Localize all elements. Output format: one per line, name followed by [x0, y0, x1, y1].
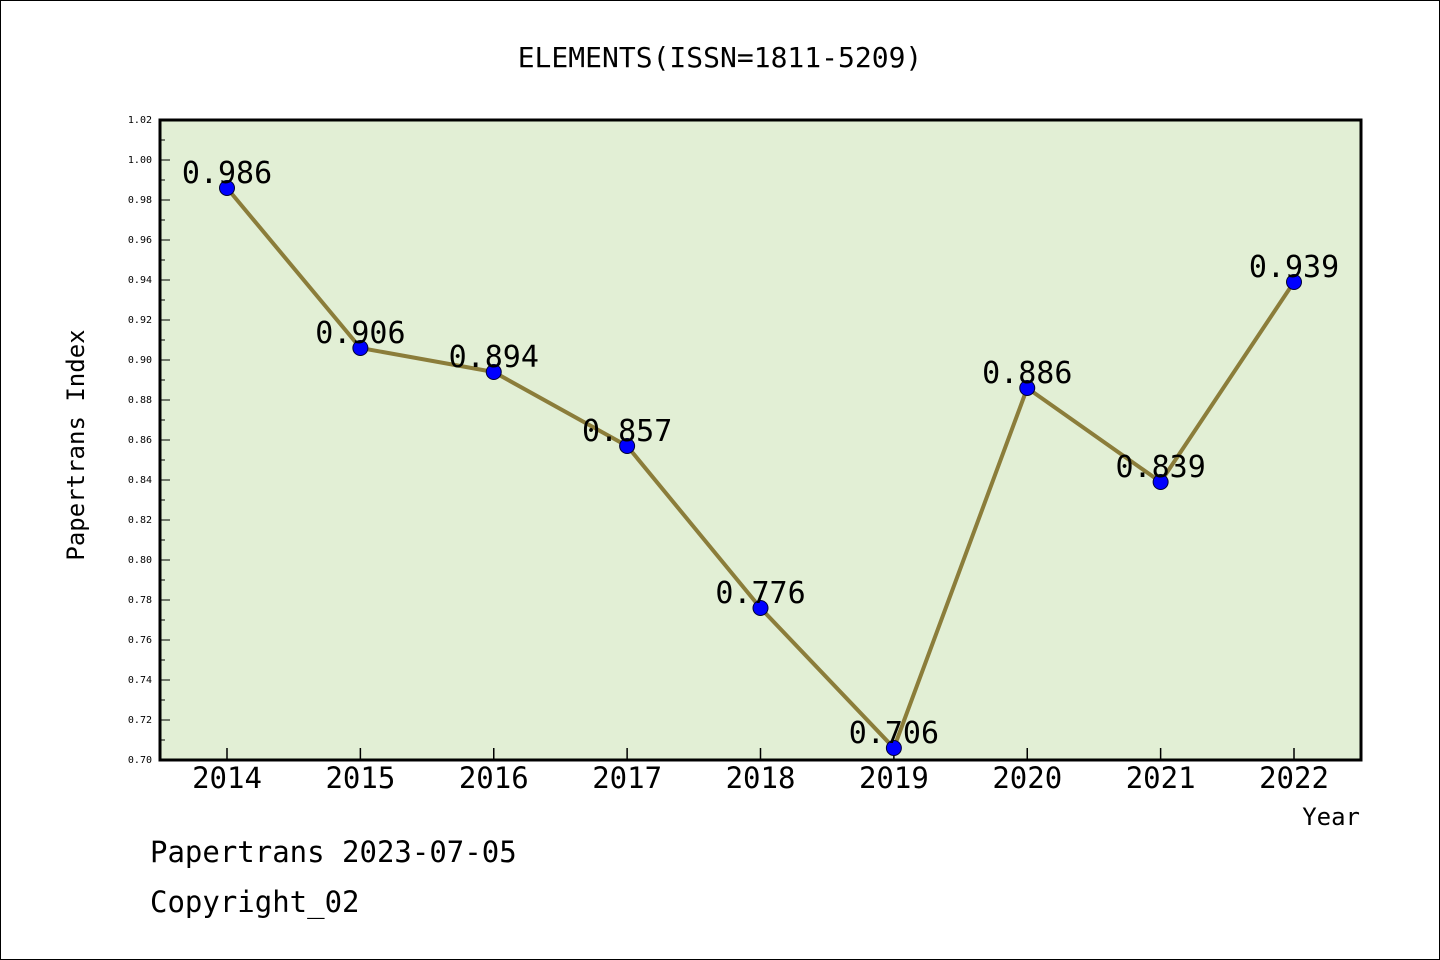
y-tick-label: 0.70 — [128, 755, 152, 766]
x-tick-label: 2022 — [1259, 761, 1329, 795]
data-point — [1286, 274, 1302, 290]
y-axis-label: Papertrans Index — [62, 329, 90, 560]
data-label: 0.906 — [315, 316, 405, 351]
y-tick-label: 0.92 — [128, 315, 152, 326]
plot-area — [160, 120, 1361, 760]
data-point — [885, 740, 902, 756]
data-label: 0.894 — [449, 340, 539, 375]
x-tick-label: 2016 — [459, 761, 529, 795]
y-tick-label: 0.78 — [128, 595, 152, 606]
data-point — [219, 180, 235, 196]
x-tick-label: 2021 — [1126, 761, 1196, 795]
footer-date-line: Papertrans 2023-07-05 — [150, 835, 517, 869]
y-tick-label: 0.96 — [128, 235, 152, 246]
data-label: 0.886 — [982, 356, 1072, 391]
x-tick-label: 2014 — [192, 761, 262, 795]
y-axis: 0.70 0.72 0.74 0.76 0.78 0.80 0.82 0.84 0.86 0.88… — [128, 115, 170, 766]
y-tick-label: 0.84 — [128, 475, 152, 486]
y-tick-label: 1.02 — [128, 115, 152, 126]
data-label: 0.839 — [1115, 450, 1205, 485]
x-tick-label: 2019 — [859, 761, 929, 795]
data-label: 0.986 — [182, 156, 272, 191]
data-label: 0.857 — [582, 414, 672, 449]
y-tick-label: 0.98 — [128, 195, 152, 206]
chart-title: ELEMENTS(ISSN=1811-5209) — [518, 41, 923, 74]
data-point — [1019, 380, 1036, 396]
data-point — [352, 340, 369, 356]
data-point — [619, 438, 636, 454]
x-axis-label: Year — [1302, 803, 1360, 831]
y-tick-label: 0.76 — [128, 635, 152, 646]
footer-copyright-line: Copyright_02 — [150, 885, 360, 919]
x-tick-label: 2018 — [726, 761, 796, 795]
x-axis: 2014 2015 2016 2017 2018 2019 2020 2021 2022 — [192, 748, 1329, 795]
y-tick-label: 0.74 — [128, 675, 152, 686]
data-label: 0.939 — [1249, 250, 1339, 285]
x-tick-label: 2015 — [325, 761, 395, 795]
y-tick-label: 0.80 — [128, 555, 152, 566]
data-point — [1152, 474, 1169, 490]
y-tick-label: 0.72 — [128, 715, 152, 726]
y-tick-label: 0.86 — [128, 435, 152, 446]
data-label: 0.776 — [715, 576, 805, 611]
data-label: 0.706 — [849, 716, 939, 751]
plot-border — [158, 118, 1363, 762]
y-tick-label: 0.94 — [128, 275, 152, 286]
y-tick-label: 0.88 — [128, 395, 152, 406]
data-point — [485, 364, 502, 380]
data-point — [752, 600, 769, 616]
y-tick-label: 1.00 — [128, 155, 152, 166]
y-tick-label: 0.90 — [128, 355, 152, 366]
x-tick-label: 2017 — [592, 761, 662, 795]
y-tick-label: 0.82 — [128, 515, 152, 526]
x-tick-label: 2020 — [992, 761, 1062, 795]
series-group: 0.986 0.906 0.894 0.857 0.776 0.706 0.886 0.839… — [182, 156, 1339, 756]
